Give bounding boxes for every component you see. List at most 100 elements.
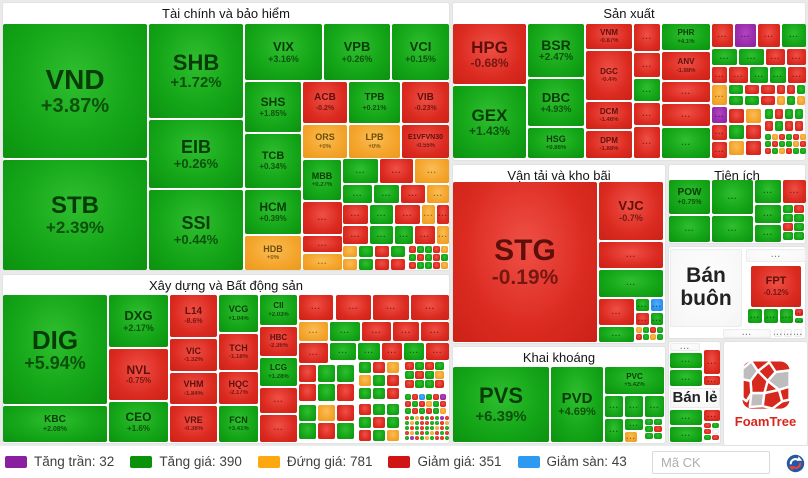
mini-tile[interactable] bbox=[729, 85, 743, 94]
stock-tile-phr[interactable]: PHR +4.1% bbox=[662, 24, 710, 50]
stock-tile-tch[interactable]: TCH -1.18% bbox=[219, 334, 258, 370]
mini-tile[interactable] bbox=[794, 205, 804, 213]
mini-tile[interactable] bbox=[636, 334, 642, 340]
mini-tile[interactable] bbox=[797, 85, 805, 94]
mini-tile[interactable]: ... bbox=[393, 322, 419, 341]
mini-tile[interactable] bbox=[373, 375, 385, 386]
mini-tile[interactable] bbox=[430, 421, 434, 425]
mini-tile[interactable]: ... bbox=[784, 329, 792, 337]
mini-tile[interactable] bbox=[426, 408, 432, 414]
mini-tile[interactable] bbox=[425, 262, 432, 269]
mini-tile[interactable]: ... bbox=[712, 49, 737, 65]
stock-tile-gex[interactable]: GEX +1.43% bbox=[453, 86, 526, 158]
mini-tile[interactable]: ... bbox=[783, 180, 806, 203]
mini-tile[interactable] bbox=[772, 134, 778, 140]
mini-tile[interactable]: ... bbox=[704, 410, 720, 421]
mini-tile[interactable] bbox=[765, 134, 771, 140]
mini-tile[interactable] bbox=[795, 121, 803, 131]
stock-tile-hqc[interactable]: HQC -2.17% bbox=[219, 372, 258, 404]
foamtree-attribution[interactable]: FoamTree bbox=[723, 341, 808, 446]
stock-tile-ceo[interactable]: CEO +1.6% bbox=[109, 402, 168, 442]
mini-tile[interactable]: ... bbox=[299, 343, 328, 363]
mini-tile[interactable] bbox=[415, 426, 419, 430]
mini-tile[interactable] bbox=[786, 148, 792, 154]
mini-tile[interactable] bbox=[797, 96, 805, 105]
mini-tile[interactable] bbox=[729, 141, 744, 155]
mini-tile[interactable] bbox=[712, 435, 719, 440]
mini-tile[interactable]: ... bbox=[782, 24, 806, 47]
mini-tile[interactable]: ... bbox=[795, 309, 803, 316]
mini-tile[interactable] bbox=[435, 431, 439, 435]
mini-tile[interactable] bbox=[419, 394, 425, 400]
mini-tile[interactable] bbox=[787, 85, 795, 94]
group-label-ban-le[interactable]: Bán lẻ bbox=[670, 388, 720, 408]
mini-tile[interactable]: ... bbox=[437, 205, 449, 224]
mini-tile[interactable]: ... bbox=[370, 226, 393, 244]
mini-tile[interactable]: ... bbox=[362, 322, 391, 341]
mini-tile[interactable] bbox=[794, 223, 804, 231]
mini-tile[interactable] bbox=[746, 141, 761, 155]
mini-tile[interactable] bbox=[410, 426, 414, 430]
mini-tile[interactable] bbox=[800, 141, 806, 147]
stock-tile-hdb[interactable]: HDB +0% bbox=[245, 236, 301, 270]
mini-tile[interactable] bbox=[425, 254, 432, 261]
mini-tile[interactable] bbox=[745, 96, 759, 105]
mini-tile[interactable] bbox=[425, 362, 434, 370]
mini-tile[interactable]: ... bbox=[426, 343, 449, 360]
mini-tile[interactable]: ... bbox=[704, 350, 720, 374]
mini-tile[interactable] bbox=[425, 371, 434, 379]
mini-tile[interactable]: ... bbox=[605, 419, 623, 442]
stock-tile-dgc[interactable]: DGC -0.4% bbox=[586, 51, 632, 100]
mini-tile[interactable] bbox=[337, 384, 354, 401]
stock-tile-pvd[interactable]: PVD +4.69% bbox=[551, 367, 603, 442]
sector-header-transport[interactable]: Vận tải và kho bãi bbox=[507, 168, 611, 183]
stock-tile-eib[interactable]: EIB +0.26% bbox=[149, 120, 243, 188]
mini-tile[interactable]: ... bbox=[794, 329, 802, 337]
mini-tile[interactable]: ... bbox=[380, 159, 413, 183]
sector-header-finance[interactable]: Tài chính và bảo hiểm bbox=[162, 6, 290, 21]
mini-tile[interactable]: ... bbox=[770, 67, 786, 83]
mini-tile[interactable] bbox=[412, 394, 418, 400]
stock-tile-vhm[interactable]: VHM -1.84% bbox=[170, 373, 217, 404]
mini-tile[interactable]: ... bbox=[437, 226, 449, 244]
mini-tile[interactable] bbox=[410, 436, 414, 440]
mini-tile[interactable] bbox=[712, 429, 719, 434]
mini-tile[interactable] bbox=[410, 416, 414, 420]
mini-tile[interactable] bbox=[440, 436, 444, 440]
mini-tile[interactable]: ... bbox=[750, 67, 768, 83]
mini-tile[interactable]: ... bbox=[395, 205, 420, 224]
mini-tile[interactable]: ... bbox=[670, 343, 700, 351]
group-label-ban-buon[interactable]: Bán buôn bbox=[670, 249, 742, 327]
mini-tile[interactable]: ... bbox=[651, 313, 663, 325]
mini-tile[interactable] bbox=[440, 408, 446, 414]
mini-tile[interactable] bbox=[440, 421, 444, 425]
mini-tile[interactable]: ... bbox=[704, 376, 720, 385]
mini-tile[interactable] bbox=[387, 430, 399, 441]
mini-tile[interactable] bbox=[415, 431, 419, 435]
mini-tile[interactable] bbox=[425, 436, 429, 440]
mini-tile[interactable] bbox=[405, 362, 414, 370]
mini-tile[interactable] bbox=[417, 246, 424, 253]
mini-tile[interactable] bbox=[729, 109, 744, 123]
mini-tile[interactable]: ... bbox=[788, 67, 806, 83]
mini-tile[interactable]: ... bbox=[404, 343, 424, 360]
mini-tile[interactable] bbox=[373, 417, 385, 428]
mini-tile[interactable]: ... bbox=[662, 104, 710, 126]
stock-tile-anv[interactable]: ANV -1.98% bbox=[662, 52, 710, 80]
mini-tile[interactable] bbox=[318, 423, 335, 439]
mini-tile[interactable]: ... bbox=[634, 53, 660, 77]
mini-tile[interactable] bbox=[777, 85, 785, 94]
mini-tile[interactable]: ... bbox=[415, 226, 435, 244]
mini-tile[interactable] bbox=[425, 416, 429, 420]
mini-tile[interactable]: ... bbox=[795, 318, 803, 323]
stock-tile-pvc[interactable]: PVC +5.42% bbox=[605, 367, 664, 394]
mini-tile[interactable] bbox=[359, 375, 371, 386]
mini-tile[interactable] bbox=[779, 134, 785, 140]
mini-tile[interactable] bbox=[745, 85, 759, 94]
mini-tile[interactable] bbox=[793, 141, 799, 147]
mini-tile[interactable]: ... bbox=[670, 353, 702, 368]
mini-tile[interactable] bbox=[783, 214, 793, 222]
mini-tile[interactable] bbox=[729, 96, 743, 105]
stock-tile-vnm[interactable]: VNM -0.87% bbox=[586, 24, 632, 49]
mini-tile[interactable] bbox=[299, 384, 316, 401]
